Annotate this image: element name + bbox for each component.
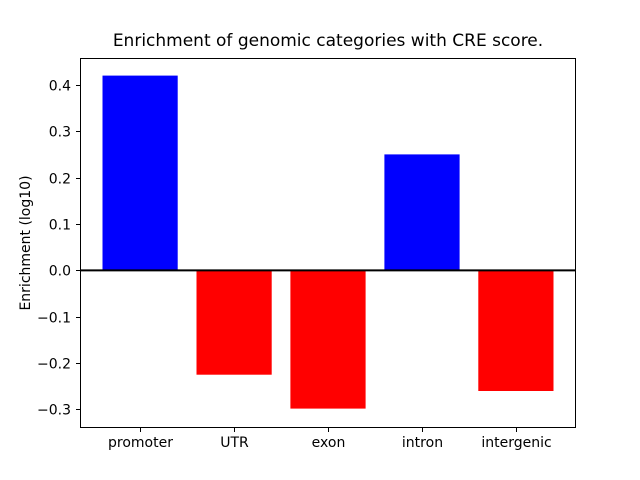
y-tick-label: 0.0 — [49, 264, 71, 280]
y-tick-label: 0.4 — [49, 79, 71, 95]
x-tick-label-intergenic: intergenic — [481, 435, 551, 451]
axes-spines — [80, 58, 576, 428]
bar-intergenic — [478, 270, 554, 391]
x-tick-label-UTR: UTR — [220, 435, 249, 451]
chart-title: Enrichment of genomic categories with CR… — [112, 31, 544, 51]
y-tick-label: −0.2 — [37, 357, 71, 373]
x-tick-label-intron: intron — [402, 435, 443, 451]
x-tick-label-promoter: promoter — [108, 435, 173, 451]
bar-intron — [384, 154, 460, 271]
y-tick-label: 0.3 — [49, 125, 71, 141]
y-tick-label: 0.1 — [49, 218, 71, 234]
y-tick-label: −0.3 — [37, 403, 71, 419]
y-tick-label: 0.2 — [49, 172, 71, 188]
x-tick-label-exon: exon — [312, 435, 346, 451]
y-tick-label: −0.1 — [37, 311, 71, 327]
bar-UTR — [196, 270, 272, 375]
bar-promoter — [102, 75, 178, 271]
bar-exon — [290, 270, 366, 409]
